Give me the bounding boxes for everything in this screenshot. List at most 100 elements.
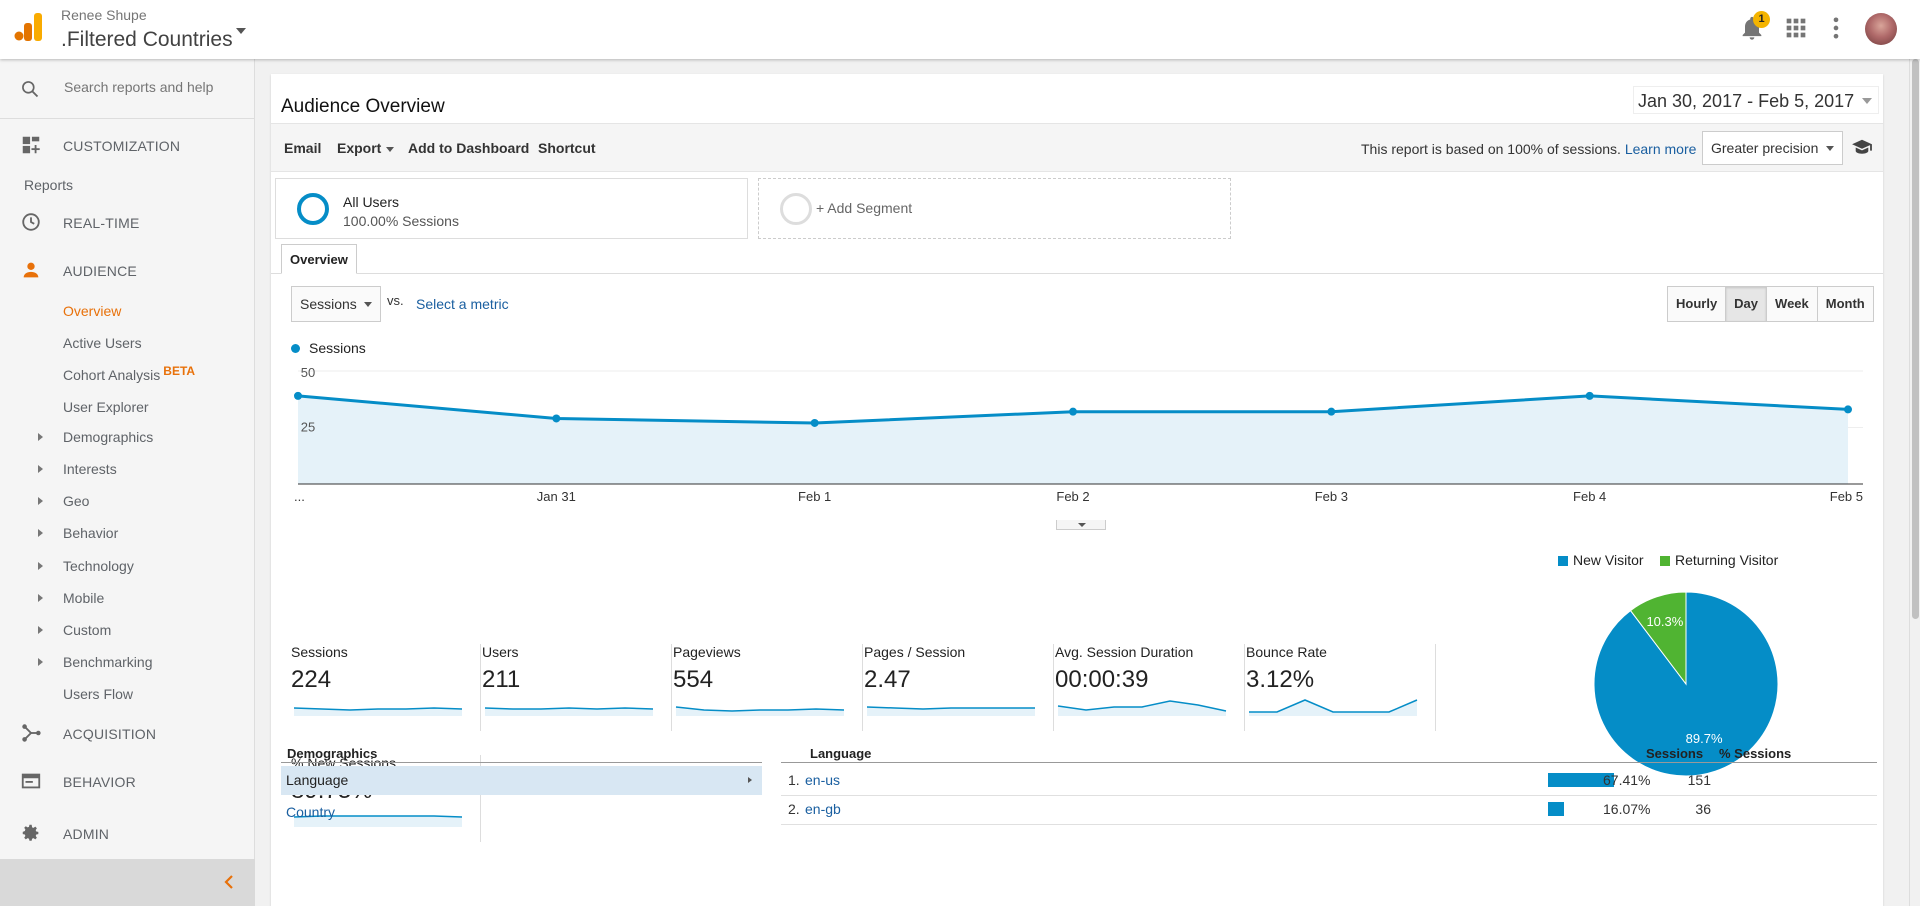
- table-row[interactable]: 2. en-gb 36 16.07%: [781, 795, 1877, 824]
- apps-grid-icon[interactable]: [1782, 14, 1810, 42]
- sidebar-item-behavior[interactable]: BEHAVIOR: [0, 761, 255, 801]
- granularity-day[interactable]: Day: [1726, 287, 1768, 321]
- granularity-hourly[interactable]: Hourly: [1668, 287, 1727, 321]
- sparkline-area: [1249, 700, 1417, 716]
- kpi-card[interactable]: Avg. Session Duration 00:00:39: [1055, 644, 1245, 731]
- pie-legend-returning[interactable]: Returning Visitor: [1660, 552, 1778, 568]
- export-label: Export: [337, 140, 382, 156]
- table-row[interactable]: 1. en-us 151 67.41%: [781, 766, 1877, 795]
- export-button[interactable]: Export: [337, 140, 395, 156]
- sidebar-item-demographics[interactable]: Demographics: [63, 429, 154, 445]
- pie-slice[interactable]: [1629, 591, 1687, 686]
- scrollbar-thumb[interactable]: [1912, 59, 1919, 619]
- search-icon: [22, 81, 39, 98]
- report-toolbar: Email Export Add to Dashboard Shortcut T…: [271, 123, 1883, 172]
- data-point[interactable]: [810, 418, 819, 427]
- expand-arrow-icon[interactable]: [38, 626, 43, 634]
- scrollbar[interactable]: [1909, 59, 1920, 906]
- property-selector[interactable]: .Filtered Countries: [61, 28, 233, 51]
- add-segment-button[interactable]: + Add Segment: [758, 178, 1231, 239]
- segment-all-users[interactable]: All Users 100.00% Sessions: [275, 178, 748, 239]
- sidebar-collapse-bar[interactable]: [0, 859, 255, 906]
- sidebar-item-users-flow[interactable]: Users Flow: [63, 686, 134, 702]
- kpi-card[interactable]: Sessions 224: [291, 644, 481, 731]
- granularity-month[interactable]: Month: [1825, 296, 1865, 311]
- data-point[interactable]: [552, 414, 561, 423]
- expand-arrow-icon[interactable]: [38, 497, 43, 505]
- expand-arrow-icon[interactable]: [38, 562, 43, 570]
- kpi-sparkline: [1057, 700, 1227, 716]
- account-user-name[interactable]: Renee Shupe: [61, 7, 147, 23]
- demographics-country-link[interactable]: Country: [286, 804, 336, 820]
- shortcut-button[interactable]: Shortcut: [538, 140, 596, 156]
- sidebar-item-admin[interactable]: ADMIN: [0, 813, 255, 853]
- data-point[interactable]: [1585, 391, 1594, 400]
- granularity-week[interactable]: Week: [1767, 287, 1818, 321]
- sidebar-item-benchmarking[interactable]: Benchmarking: [63, 654, 153, 670]
- sidebar-item-custom[interactable]: Custom: [63, 622, 112, 638]
- sidebar-item-label: ACQUISITION: [63, 726, 157, 742]
- demographics-header: Demographics: [287, 746, 378, 761]
- chevron-down-icon[interactable]: [236, 28, 246, 34]
- x-tick-label: ...: [294, 489, 305, 504]
- sidebar-item-interests[interactable]: Interests: [63, 461, 117, 477]
- search-input[interactable]: [64, 79, 244, 95]
- metric-dropdown[interactable]: Sessions: [291, 286, 381, 322]
- sidebar-item-cohort-analysis[interactable]: Cohort Analysis BETA: [63, 364, 195, 383]
- kpi-name: Sessions: [291, 644, 348, 660]
- expand-arrow-icon[interactable]: [38, 433, 43, 441]
- x-tick-label: Feb 1: [798, 489, 831, 504]
- kpi-card[interactable]: Pageviews 554: [673, 644, 863, 731]
- chart-expand-handle[interactable]: [1056, 520, 1106, 530]
- data-point[interactable]: [1327, 407, 1336, 416]
- data-point[interactable]: [1069, 407, 1077, 416]
- avatar[interactable]: [1865, 13, 1897, 45]
- sidebar-item-user-explorer[interactable]: User Explorer: [63, 399, 149, 415]
- kpi-card[interactable]: Pages / Session 2.47: [864, 644, 1054, 731]
- sidebar-item-active-users[interactable]: Active Users: [63, 335, 142, 351]
- sidebar-item-realtime[interactable]: REAL-TIME: [0, 202, 255, 242]
- share-bar: [1548, 773, 1615, 787]
- more-vert-icon[interactable]: [1822, 14, 1850, 42]
- sidebar-item-mobile[interactable]: Mobile: [63, 590, 105, 606]
- expand-arrow-icon[interactable]: [38, 529, 43, 537]
- chevron-right-icon: [748, 777, 752, 783]
- email-button[interactable]: Email: [284, 140, 322, 156]
- kpi-card[interactable]: Bounce Rate 3.12%: [1246, 644, 1436, 731]
- data-point[interactable]: [1844, 405, 1852, 414]
- kpi-card[interactable]: Users 211: [482, 644, 672, 731]
- expand-arrow-icon[interactable]: [38, 465, 43, 473]
- data-point[interactable]: [294, 391, 302, 400]
- segment-name: All Users: [343, 194, 400, 210]
- sidebar-item-acquisition[interactable]: ACQUISITION: [0, 713, 255, 753]
- sidebar-item-technology[interactable]: Technology: [63, 558, 134, 574]
- precision-dropdown[interactable]: Greater precision: [1702, 131, 1843, 165]
- segment-ring-icon: [297, 193, 329, 225]
- sparkline-area: [294, 816, 462, 827]
- select-metric-link[interactable]: Select a metric: [416, 296, 509, 312]
- date-range-picker[interactable]: Jan 30, 2017 - Feb 5, 2017: [1633, 86, 1880, 114]
- notification-badge[interactable]: 1: [1753, 11, 1770, 28]
- visitor-pie-chart[interactable]: 89.7% 10.3%: [1586, 584, 1786, 784]
- learn-more-link[interactable]: Learn more: [1624, 141, 1697, 157]
- sidebar-item-geo[interactable]: Geo: [63, 493, 90, 509]
- demographics-language-item[interactable]: Language: [281, 766, 762, 795]
- pie-legend-new[interactable]: New Visitor: [1558, 552, 1644, 568]
- graduation-cap-icon[interactable]: [1851, 138, 1873, 156]
- sidebar-item-overview[interactable]: Overview: [63, 303, 122, 319]
- language-link[interactable]: en-gb: [805, 801, 841, 817]
- add-to-dashboard-button[interactable]: Add to Dashboard: [408, 140, 530, 156]
- sidebar-item-customization[interactable]: CUSTOMIZATION: [0, 125, 255, 165]
- language-link[interactable]: en-us: [805, 772, 841, 788]
- chevron-left-icon[interactable]: [222, 874, 236, 890]
- x-tick-label: Feb 2: [1056, 489, 1089, 504]
- expand-arrow-icon[interactable]: [38, 658, 43, 666]
- tab-overview[interactable]: Overview: [281, 244, 357, 274]
- divider: [281, 762, 762, 763]
- sessions-chart[interactable]: 50 25... Jan 31 Feb 1 Feb 2 Feb 3 Feb 4 Feb 5: [271, 354, 1883, 524]
- analytics-logo-icon[interactable]: [14, 13, 44, 41]
- sidebar-item-audience[interactable]: AUDIENCE: [0, 250, 255, 290]
- expand-arrow-icon[interactable]: [38, 594, 43, 602]
- sidebar-item-behavior-sub[interactable]: Behavior: [63, 525, 119, 541]
- granularity-selector: Hourly Day Week Month: [1667, 286, 1874, 322]
